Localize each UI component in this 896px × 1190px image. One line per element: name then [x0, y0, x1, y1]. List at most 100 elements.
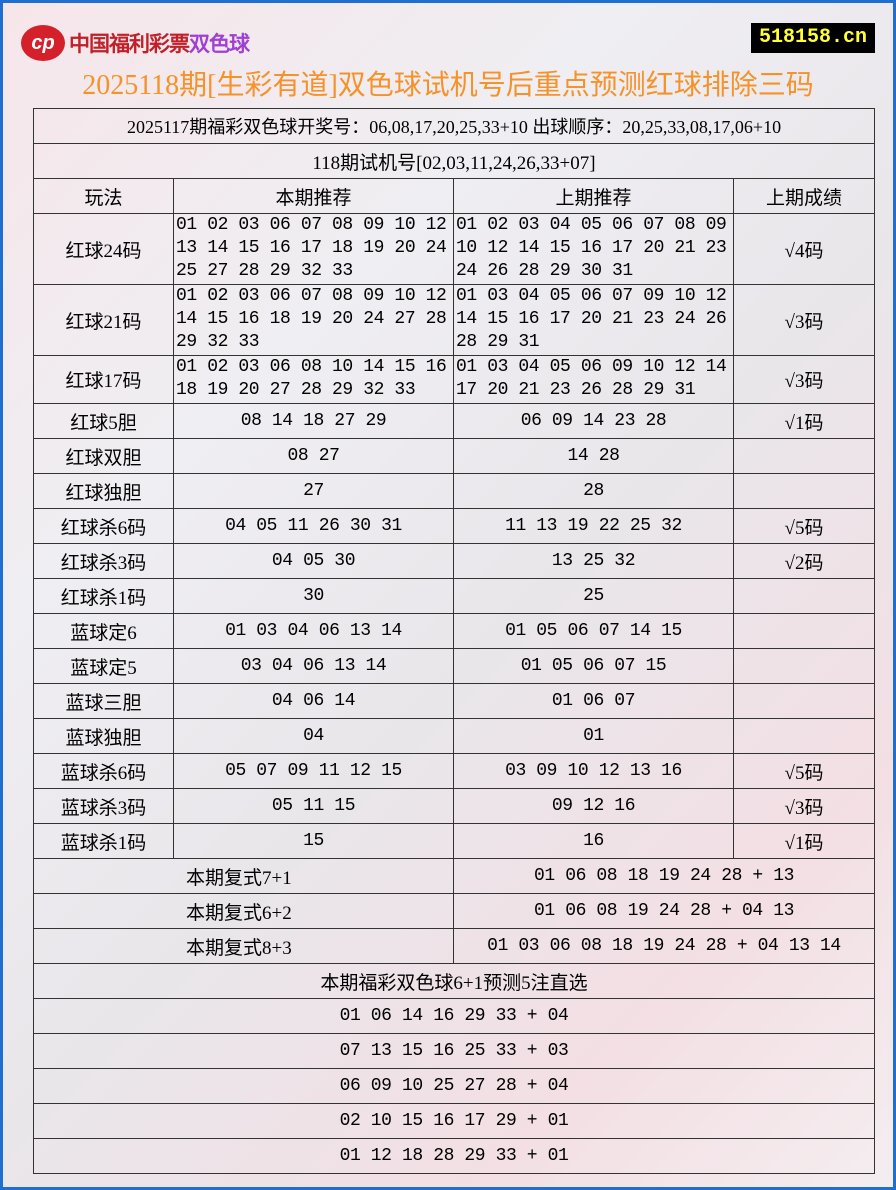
number-line: 01 02 03 06 07 08 09 10 12 — [176, 215, 447, 235]
number-line: 25 27 28 29 32 33 — [176, 261, 353, 281]
compound-row: 本期复式6+2 01 06 08 19 24 28 + 04 13 — [33, 893, 876, 929]
play-name: 红球21码 — [33, 284, 174, 356]
current-pick: 03 04 06 13 14 — [173, 648, 454, 684]
play-name: 红球双胆 — [33, 438, 174, 474]
previous-result: √3码 — [732, 788, 876, 824]
current-pick: 04 05 11 26 30 31 — [173, 508, 454, 544]
number-line: 13 14 15 16 17 18 19 20 24 — [176, 238, 447, 258]
table-row: 蓝球杀3码 05 11 15 09 12 16 √3码 — [33, 788, 876, 824]
previous-result: √5码 — [732, 508, 876, 544]
previous-result — [732, 648, 876, 684]
logo-text: 中国福利彩票双色球 — [69, 32, 250, 56]
play-name: 红球17码 — [33, 355, 174, 404]
table-row: 红球杀1码 30 25 — [33, 578, 876, 614]
current-pick: 01 02 03 06 07 08 09 10 12 13 14 15 16 17… — [173, 213, 454, 285]
play-name: 蓝球杀6码 — [33, 753, 174, 789]
current-pick: 04 — [173, 718, 454, 754]
table-row: 蓝球三胆 04 06 14 01 06 07 — [33, 683, 876, 719]
prediction-table: 2025117期福彩双色球开奖号：06,08,17,20,25,33+10 出球… — [32, 108, 876, 1174]
previous-pick: 01 — [453, 718, 734, 754]
number-line: 01 02 03 06 08 10 14 15 16 — [176, 357, 447, 377]
table-row: 红球双胆 08 27 14 28 — [33, 438, 876, 474]
header-play: 玩法 — [33, 178, 174, 214]
logo-brand: 双色球 — [189, 32, 250, 56]
site-badge: 518158.cn — [750, 23, 875, 53]
draw-info: 2025117期福彩双色球开奖号：06,08,17,20,25,33+10 出球… — [32, 108, 876, 144]
compound-value: 01 06 08 19 24 28 + 04 13 — [452, 893, 876, 929]
play-name: 红球杀3码 — [33, 543, 174, 579]
page-title: 2025118期[生彩有道]双色球试机号后重点预测红球排除三码 — [82, 70, 814, 101]
compound-row: 本期复式8+3 01 03 06 08 18 19 24 28 + 04 13 1… — [33, 928, 876, 964]
pick-row: 06 09 10 25 27 28 + 04 — [32, 1068, 876, 1104]
compound-name: 本期复式8+3 — [33, 928, 454, 964]
number-line: 01 03 04 05 06 09 10 12 14 — [456, 357, 727, 377]
number-line: 17 20 21 23 26 28 29 31 — [456, 380, 696, 400]
current-pick: 08 14 18 27 29 — [173, 403, 454, 439]
previous-pick: 13 25 32 — [453, 543, 734, 579]
table-row: 红球杀3码 04 05 30 13 25 32 √2码 — [33, 543, 876, 579]
previous-result — [732, 683, 876, 719]
play-name: 红球独胆 — [33, 473, 174, 509]
previous-pick: 25 — [453, 578, 734, 614]
previous-pick: 01 03 04 05 06 09 10 12 14 17 20 21 23 26… — [453, 355, 734, 404]
number-line: 01 03 04 05 06 07 09 10 12 — [456, 286, 727, 306]
pick-numbers: 01 12 18 28 29 33 + 01 — [32, 1138, 876, 1174]
number-line: 01 02 03 06 07 08 09 10 12 — [176, 286, 447, 306]
table-row: 蓝球杀1码 15 16 √1码 — [33, 823, 876, 859]
previous-result — [732, 578, 876, 614]
pick-numbers: 07 13 15 16 25 33 + 03 — [32, 1033, 876, 1069]
previous-pick: 28 — [453, 473, 734, 509]
previous-pick: 01 05 06 07 15 — [453, 648, 734, 684]
previous-result: √3码 — [732, 355, 876, 404]
current-pick: 08 27 — [173, 438, 454, 474]
play-name: 蓝球独胆 — [33, 718, 174, 754]
previous-pick: 01 05 06 07 14 15 — [453, 613, 734, 649]
previous-pick: 09 12 16 — [453, 788, 734, 824]
previous-result: √5码 — [732, 753, 876, 789]
current-pick: 05 07 09 11 12 15 — [173, 753, 454, 789]
number-line: 29 32 33 — [176, 332, 260, 352]
cwl-logo-icon: cp — [21, 25, 65, 61]
trial-numbers: 118期试机号[02,03,11,24,26,33+07] — [32, 143, 876, 179]
previous-pick: 01 06 07 — [453, 683, 734, 719]
pick-numbers: 01 06 14 16 29 33 + 04 — [32, 998, 876, 1034]
number-line: 18 19 20 27 28 29 32 33 — [176, 380, 416, 400]
current-pick: 15 — [173, 823, 454, 859]
pick-numbers: 06 09 10 25 27 28 + 04 — [32, 1068, 876, 1104]
play-name: 蓝球杀3码 — [33, 788, 174, 824]
previous-pick: 11 13 19 22 25 32 — [453, 508, 734, 544]
current-pick: 04 05 30 — [173, 543, 454, 579]
play-name: 蓝球定5 — [33, 648, 174, 684]
play-name: 蓝球三胆 — [33, 683, 174, 719]
pick-row: 07 13 15 16 25 33 + 03 — [32, 1033, 876, 1069]
table-row: 红球21码 01 02 03 06 07 08 09 10 12 14 15 16 … — [33, 284, 876, 356]
number-line: 10 12 14 15 16 17 20 21 23 — [456, 238, 727, 258]
current-pick: 27 — [173, 473, 454, 509]
compound-row: 本期复式7+1 01 06 08 18 19 24 28 + 13 — [33, 858, 876, 894]
compound-name: 本期复式7+1 — [33, 858, 454, 894]
current-pick: 04 06 14 — [173, 683, 454, 719]
current-pick: 05 11 15 — [173, 788, 454, 824]
header-current: 本期推荐 — [173, 178, 454, 214]
previous-pick: 14 28 — [453, 438, 734, 474]
play-name: 蓝球定6 — [33, 613, 174, 649]
header-result: 上期成绩 — [732, 178, 876, 214]
table-row: 红球独胆 27 28 — [33, 473, 876, 509]
number-line: 28 29 31 — [456, 332, 540, 352]
number-line: 24 26 28 29 30 31 — [456, 261, 633, 281]
previous-pick: 01 02 03 04 05 06 07 08 09 10 12 14 15 16… — [453, 213, 734, 285]
previous-result: √1码 — [732, 823, 876, 859]
previous-result — [732, 473, 876, 509]
pick-numbers: 02 10 15 16 17 29 + 01 — [32, 1103, 876, 1139]
table-row: 红球17码 01 02 03 06 08 10 14 15 16 18 19 20 … — [33, 355, 876, 404]
picks-title: 本期福彩双色球6+1预测5注直选 — [32, 963, 876, 999]
table-row: 蓝球杀6码 05 07 09 11 12 15 03 09 10 12 13 16 √… — [33, 753, 876, 789]
table-row: 红球5胆 08 14 18 27 29 06 09 14 23 28 √1码 — [33, 403, 876, 439]
table-row: 蓝球定6 01 03 04 06 13 14 01 05 06 07 14 15 — [33, 613, 876, 649]
previous-pick: 16 — [453, 823, 734, 859]
previous-pick: 03 09 10 12 13 16 — [453, 753, 734, 789]
table-row: 蓝球独胆 04 01 — [33, 718, 876, 754]
play-name: 红球杀6码 — [33, 508, 174, 544]
number-line: 14 15 16 17 20 21 23 24 26 — [456, 309, 727, 329]
play-name: 红球5胆 — [33, 403, 174, 439]
